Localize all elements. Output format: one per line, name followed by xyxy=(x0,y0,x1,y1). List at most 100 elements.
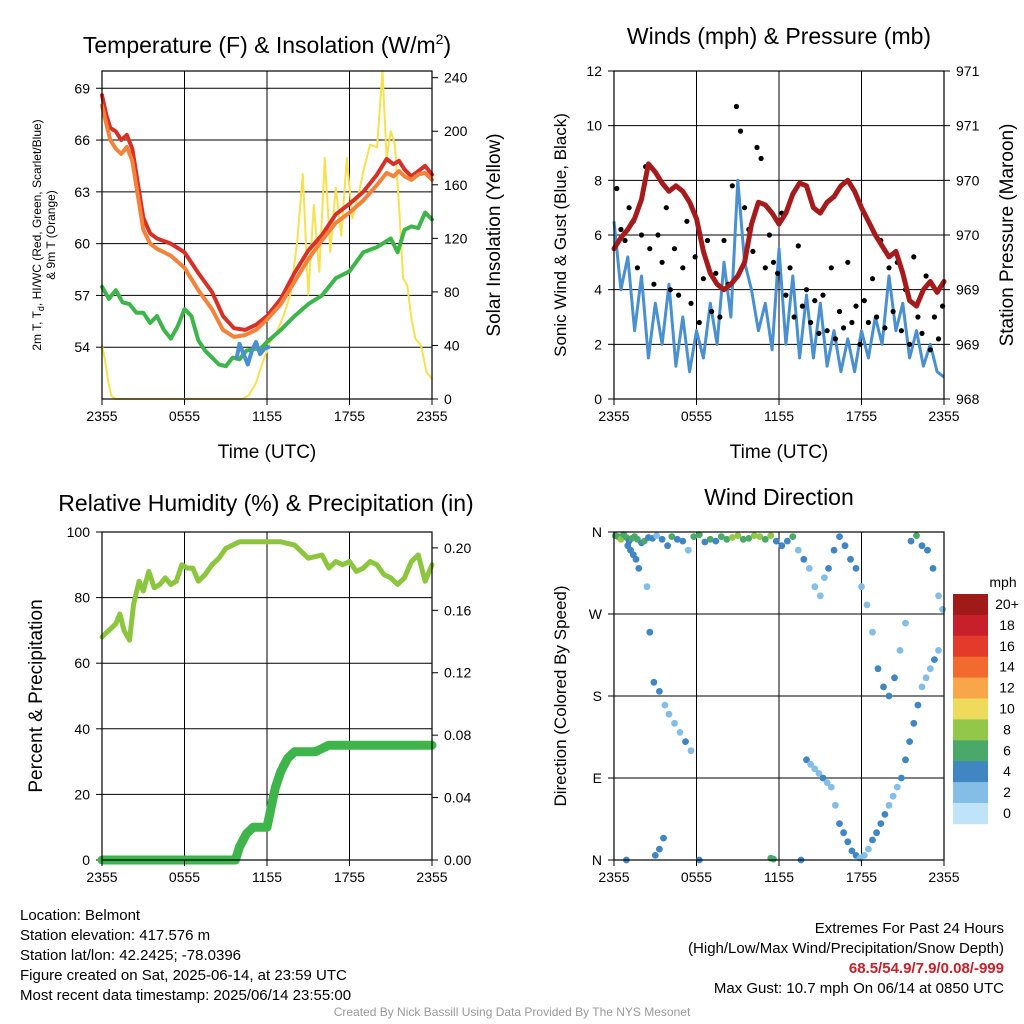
direction-point xyxy=(690,533,698,540)
direction-point xyxy=(929,565,937,572)
gust-point xyxy=(911,254,917,260)
y-tick-label: 10 xyxy=(586,118,602,134)
gust-point xyxy=(812,298,818,304)
y2-tick-label: 970 xyxy=(956,172,980,188)
direction-point xyxy=(660,834,667,842)
y2-tick-label: 0 xyxy=(444,391,452,407)
latlon-text: Station lat/lon: 42.2425; -78.0396 xyxy=(20,947,242,964)
y-tick-label: 12 xyxy=(586,63,602,79)
legend-label: 4 xyxy=(1003,763,1011,779)
direction-point xyxy=(852,565,860,572)
direction-point xyxy=(819,774,827,782)
gust-point xyxy=(857,341,863,347)
gust-point xyxy=(762,265,768,271)
legend-swatch xyxy=(953,614,988,637)
direction-point xyxy=(914,701,922,709)
y-axis-label: Direction (Colored By Speed) xyxy=(551,585,570,806)
x-tick-label: 2355 xyxy=(416,408,447,424)
direction-point xyxy=(885,692,893,700)
legend-label: 16 xyxy=(999,638,1015,654)
legend-label: 2 xyxy=(1003,784,1011,800)
gust-point xyxy=(931,314,938,320)
x-axis-label: Time (UTC) xyxy=(218,442,317,463)
credit-text: Created By Nick Bassill Using Data Provi… xyxy=(333,1005,691,1019)
gust-point xyxy=(655,232,661,238)
gust-point xyxy=(651,281,657,287)
y-tick-label: N xyxy=(592,852,602,868)
direction-point xyxy=(656,845,663,853)
x-tick-label: 1755 xyxy=(846,869,877,885)
station-info: Location: Belmont Station elevation: 417… xyxy=(20,906,351,1006)
direction-point xyxy=(926,665,934,673)
direction-point xyxy=(668,533,676,540)
direction-point xyxy=(723,535,731,543)
direction-point xyxy=(836,533,843,540)
extremes-info: Extremes For Past 24 Hours (High/Low/Max… xyxy=(688,919,1004,999)
y2-tick-label: 0.00 xyxy=(444,852,471,868)
gust-point xyxy=(861,298,867,304)
y2-tick-label: 0.04 xyxy=(444,790,471,806)
direction-point xyxy=(881,811,889,818)
gust-point xyxy=(824,328,830,334)
gust-point xyxy=(874,314,880,320)
direction-point xyxy=(918,542,926,550)
gust-point xyxy=(907,341,913,347)
direction-point xyxy=(869,836,876,844)
direction-point xyxy=(712,537,720,545)
y-tick-label: 63 xyxy=(74,184,90,200)
gust-point xyxy=(696,319,702,326)
legend-label: 6 xyxy=(1003,742,1011,758)
gust-point xyxy=(750,248,756,254)
series-t9m xyxy=(100,103,434,339)
recent-text: Most recent data timestamp: 2025/06/14 2… xyxy=(20,987,352,1004)
gust-point xyxy=(853,303,859,309)
direction-point xyxy=(761,535,769,543)
direction-point xyxy=(646,628,654,636)
direction-point xyxy=(794,546,802,554)
direction-point xyxy=(789,533,797,540)
direction-point xyxy=(891,674,898,682)
legend-swatch xyxy=(953,782,988,804)
x-tick-label: 2355 xyxy=(86,408,117,424)
x-axis-label: Time (UTC) xyxy=(730,442,829,463)
legend-label: 20+ xyxy=(995,596,1019,612)
direction-point xyxy=(734,532,742,539)
y2-tick-label: 200 xyxy=(444,123,468,139)
legend-swatch xyxy=(953,635,988,657)
legend-swatch xyxy=(953,719,988,741)
direction-point xyxy=(869,628,876,636)
direction-point xyxy=(939,606,946,613)
x-tick-label: 2355 xyxy=(86,869,117,885)
legend-title: mph xyxy=(989,574,1016,590)
x-tick-label: 2355 xyxy=(416,869,447,885)
direction-point xyxy=(847,555,854,563)
direction-point xyxy=(756,533,764,540)
direction-point xyxy=(922,674,930,682)
direction-point xyxy=(671,719,678,727)
gust-point xyxy=(676,292,682,298)
gust-point xyxy=(659,259,665,265)
gust-point xyxy=(919,330,925,336)
direction-point xyxy=(664,542,671,550)
x-tick-label: 1755 xyxy=(334,869,365,885)
gust-point xyxy=(680,265,686,271)
created-text: Figure created on Sat, 2025-06-14, at 23… xyxy=(20,967,347,984)
y-tick-label: W xyxy=(589,606,603,622)
humidity-panel: Relative Humidity (%) & Precipitation (i… xyxy=(26,490,474,885)
y-tick-label: 60 xyxy=(74,655,90,671)
direction-point xyxy=(811,765,819,773)
gust-point xyxy=(849,319,855,326)
gust-point xyxy=(775,270,781,276)
direction-point xyxy=(635,565,643,572)
temperature-panel: Temperature (F) & Insolation (W/m2) 54 57 6… xyxy=(30,31,505,463)
direction-point xyxy=(706,535,714,543)
direction-point xyxy=(816,592,824,600)
direction-point xyxy=(800,555,808,563)
y-tick-label: 66 xyxy=(74,132,90,148)
series-hi_blue xyxy=(234,340,271,367)
direction-point xyxy=(695,531,703,539)
direction-point xyxy=(836,820,843,827)
direction-point xyxy=(687,747,695,755)
gust-point xyxy=(898,328,905,334)
